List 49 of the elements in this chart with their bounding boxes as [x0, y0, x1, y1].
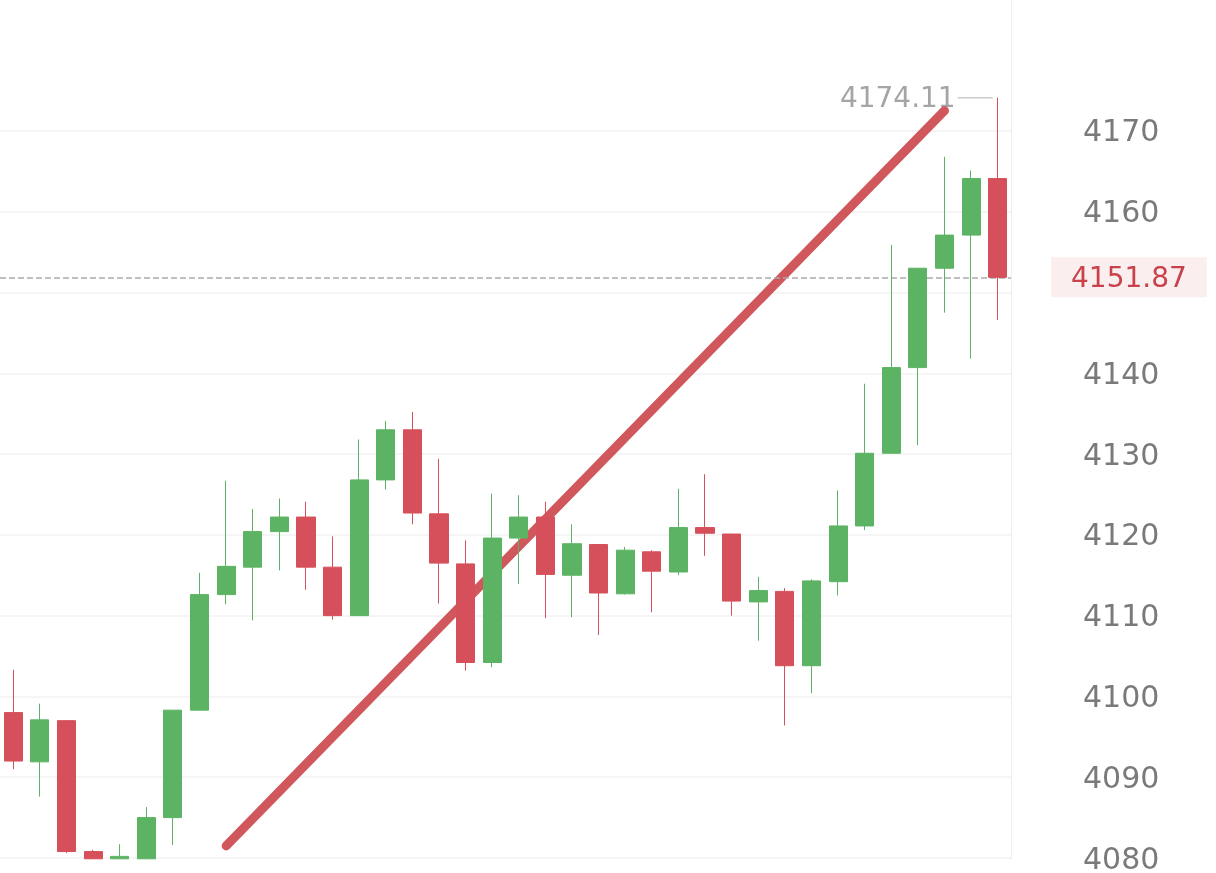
y-tick-label: 4110: [1083, 598, 1160, 634]
candlestick: [456, 539, 475, 672]
candlestick: [110, 843, 129, 860]
candlestick: [616, 546, 635, 596]
candlestick: [217, 480, 236, 605]
candlestick: [429, 458, 449, 605]
candlestick: [30, 703, 49, 798]
candlestick: [802, 578, 821, 694]
candlestick: [137, 806, 156, 860]
candlestick: [57, 720, 76, 854]
candlestick: [695, 473, 715, 557]
candlestick: [270, 497, 289, 571]
ref-line-label: 4151.87: [1071, 260, 1187, 294]
candlestick: [882, 244, 901, 454]
candlestick: [509, 494, 528, 585]
candlestick: [4, 669, 23, 770]
y-tick-label: 4130: [1083, 436, 1160, 472]
candlestick: [323, 535, 342, 621]
candlestick: [243, 508, 262, 621]
candlestick: [84, 849, 103, 860]
candlestick: [589, 544, 608, 636]
candlestick: [536, 501, 555, 619]
y-tick-label: 4090: [1083, 759, 1160, 795]
candlestick: [190, 572, 209, 711]
candlestick: [722, 533, 741, 617]
candlestick: [350, 439, 369, 617]
candlestick: [775, 587, 794, 726]
candlestick: [403, 411, 422, 525]
candlestick: [829, 489, 848, 596]
annotation: 4174.11: [839, 81, 956, 115]
y-tick-label: 4160: [1083, 194, 1160, 230]
candlestick: [642, 549, 661, 613]
y-tick-label: 4170: [1083, 113, 1160, 149]
candlestick: [483, 493, 502, 668]
y-tick-label: 4100: [1083, 678, 1160, 714]
y-tick-label: 4140: [1083, 355, 1160, 391]
candlestick: [562, 523, 582, 618]
candlestick: [855, 383, 874, 531]
candlestick: [908, 267, 927, 446]
candlestick: [296, 501, 316, 591]
candlestick: [163, 709, 182, 846]
candlestick: [962, 169, 981, 360]
candlestick: [988, 97, 1007, 321]
y-tick-label: 4120: [1083, 517, 1160, 553]
y-tick-label: 4080: [1083, 840, 1160, 873]
candlestick: [376, 420, 395, 491]
candlestick: [935, 156, 954, 314]
candlestick: [749, 576, 768, 642]
candlestick: [669, 488, 688, 576]
